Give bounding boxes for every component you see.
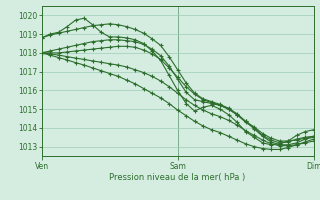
X-axis label: Pression niveau de la mer( hPa ): Pression niveau de la mer( hPa ) <box>109 173 246 182</box>
